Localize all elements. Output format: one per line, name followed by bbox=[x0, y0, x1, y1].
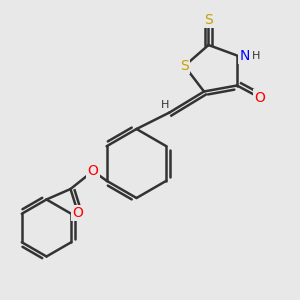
Text: N: N bbox=[239, 49, 250, 62]
Text: S: S bbox=[180, 59, 189, 73]
Text: O: O bbox=[254, 91, 265, 104]
Text: O: O bbox=[73, 206, 83, 220]
Text: S: S bbox=[204, 13, 213, 26]
Text: H: H bbox=[161, 100, 169, 110]
Text: O: O bbox=[88, 164, 98, 178]
Text: H: H bbox=[252, 50, 260, 61]
